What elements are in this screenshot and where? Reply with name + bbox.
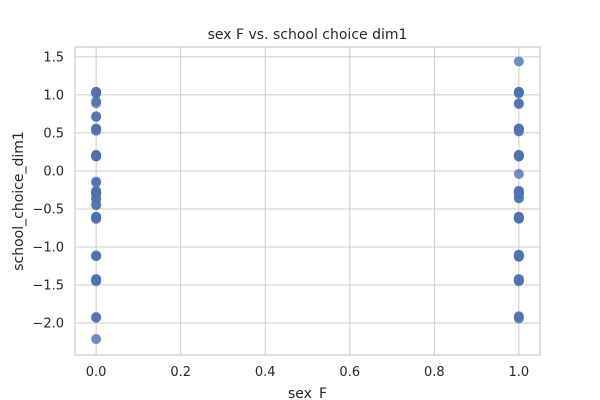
data-point	[91, 188, 102, 199]
data-point	[513, 275, 524, 286]
data-points	[91, 56, 524, 345]
x-tick-label: 0.0	[86, 365, 107, 380]
data-point	[91, 275, 102, 286]
data-point	[91, 98, 102, 109]
y-tick-label: −1.5	[32, 279, 64, 294]
data-point	[513, 56, 524, 67]
data-point	[513, 313, 524, 324]
y-tick-label: −1.0	[32, 241, 64, 256]
data-point	[91, 334, 102, 345]
y-tick-label: 0.5	[43, 126, 64, 141]
x-tick-label: 0.2	[170, 365, 191, 380]
data-point	[91, 213, 102, 224]
y-axis-label: school_choice_dim1	[11, 131, 27, 271]
y-tick-labels: −2.0 −1.5 −1.0 −0.5 0.0 0.5 1.0 1.5	[32, 50, 64, 331]
x-tick-label: 0.4	[255, 365, 276, 380]
x-tick-label: 1.0	[509, 365, 530, 380]
grid	[75, 47, 540, 355]
data-point	[91, 111, 102, 122]
data-point	[513, 250, 524, 261]
chart-title: sex F vs. school choice dim1	[208, 27, 408, 43]
x-tick-label: 0.6	[339, 365, 360, 380]
data-point	[513, 169, 524, 180]
data-point	[91, 124, 102, 135]
y-tick-label: −2.0	[32, 317, 64, 332]
data-point	[91, 149, 102, 160]
data-point	[91, 177, 102, 188]
x-tick-label: 0.8	[424, 365, 445, 380]
x-tick-labels: 0.0 0.2 0.4 0.6 0.8 1.0	[86, 365, 529, 380]
data-point	[513, 87, 524, 98]
y-tick-label: −0.5	[32, 202, 64, 217]
data-point	[513, 188, 524, 199]
data-point	[91, 251, 102, 262]
plot-frame	[74, 46, 541, 356]
data-point	[91, 312, 102, 323]
y-tick-label: 0.0	[43, 164, 64, 179]
data-point	[91, 87, 102, 98]
data-point	[513, 124, 524, 135]
data-point	[513, 99, 524, 110]
data-point	[91, 200, 102, 211]
y-tick-label: 1.5	[43, 50, 64, 65]
x-axis-label: sex_F	[288, 386, 327, 400]
data-point	[513, 213, 524, 224]
data-point	[513, 149, 524, 160]
y-tick-label: 1.0	[43, 88, 64, 103]
